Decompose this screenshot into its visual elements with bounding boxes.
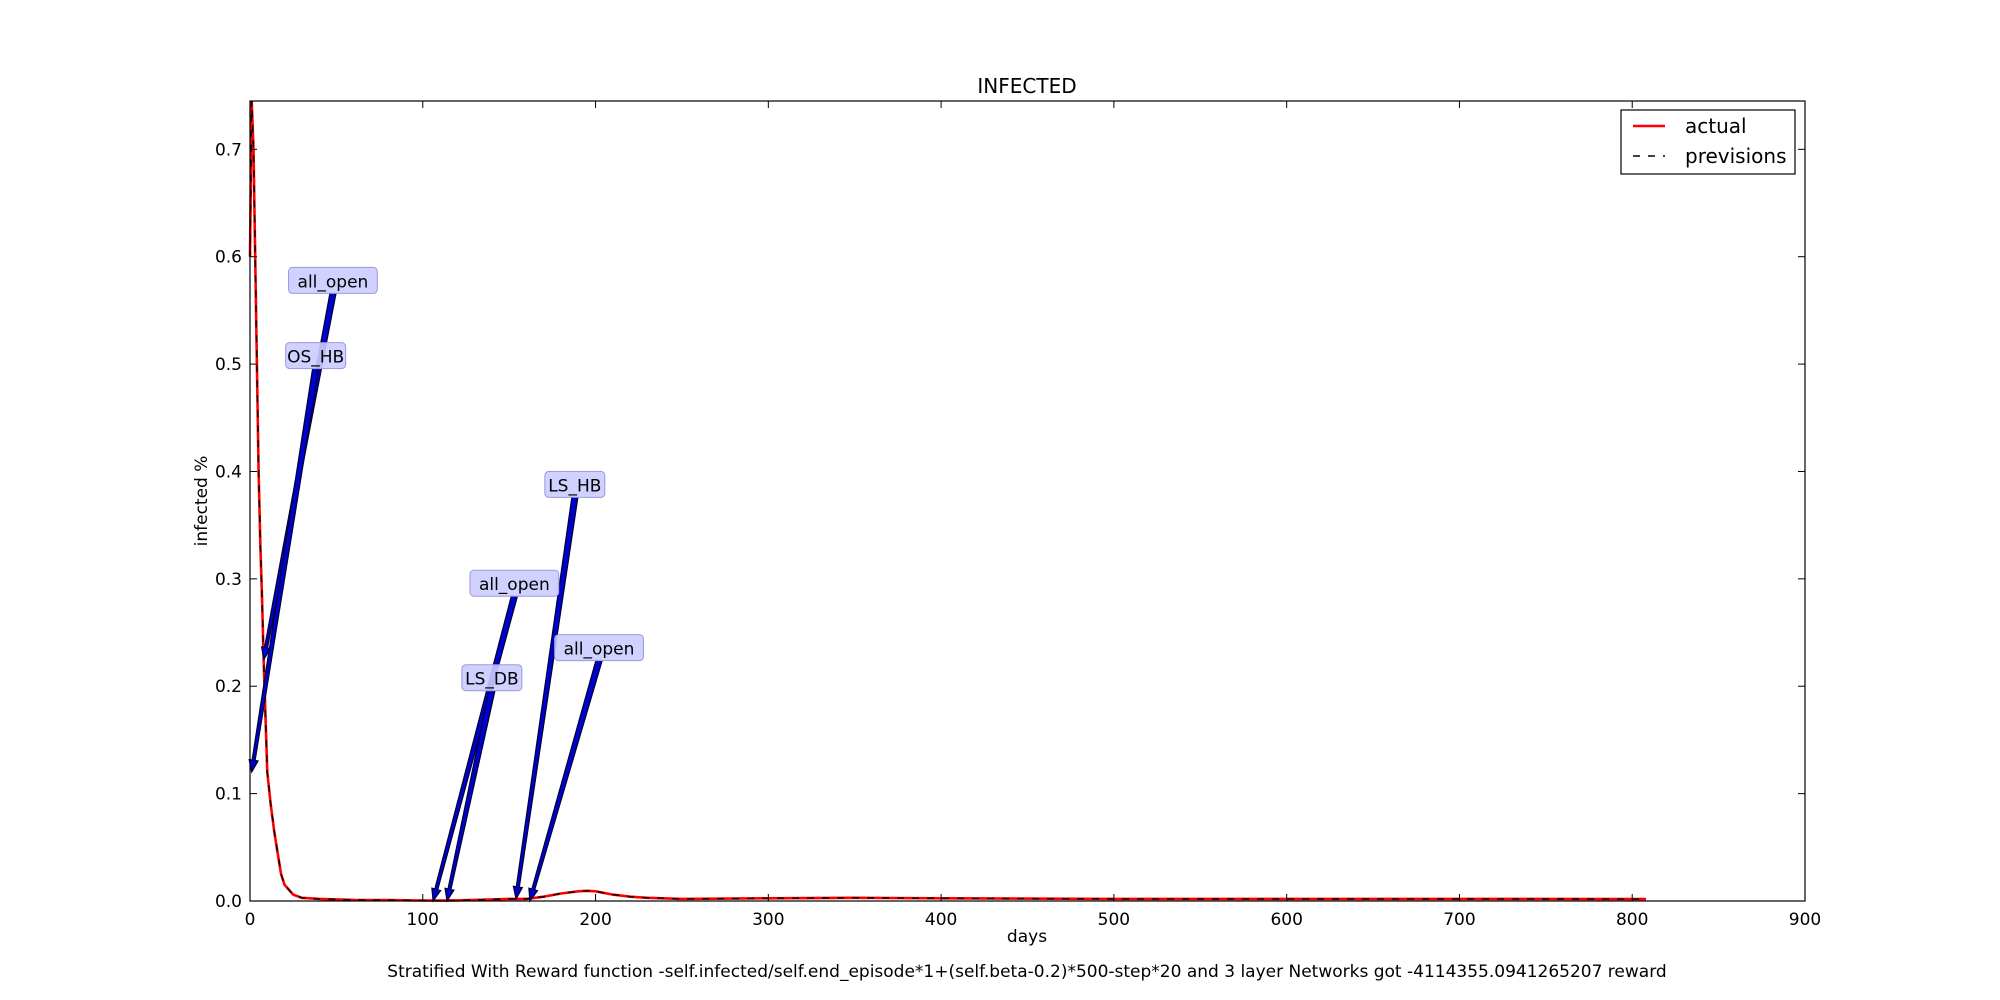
y-tick-label: 0.0 xyxy=(215,892,242,912)
y-tick-label: 0.4 xyxy=(215,462,242,482)
annotation-arrow xyxy=(512,496,579,901)
y-axis: 0.0 0.1 0.2 0.3 0.4 0.5 0.6 0.7 xyxy=(215,140,1805,912)
x-tick-label: 0 xyxy=(245,910,256,930)
annotation-box xyxy=(461,664,523,692)
y-tick-label: 0.6 xyxy=(215,248,242,268)
x-axis-label: days xyxy=(1007,927,1047,947)
legend-box xyxy=(1620,109,1796,175)
annotation-box xyxy=(469,569,560,597)
y-tick-label: 0.5 xyxy=(215,355,242,375)
y-axis-label: infected % xyxy=(192,456,212,547)
x-tick-label: 300 xyxy=(752,910,784,930)
y-tick-label: 0.1 xyxy=(215,785,242,805)
annotation-box xyxy=(544,470,606,498)
plot-area-frame xyxy=(249,100,1806,902)
annotation-label: OS_HB xyxy=(287,348,344,368)
x-tick-label: 900 xyxy=(1789,910,1821,930)
y-tick-label: 0.3 xyxy=(215,570,242,590)
y-tick-label: 0.7 xyxy=(215,140,242,160)
legend-label-actual: actual xyxy=(1685,114,1747,138)
x-tick-label: 400 xyxy=(925,910,957,930)
annotation-box xyxy=(288,266,378,294)
annotation-labels: all_open OS_HB LS_HB all_open all_open LS_DB xyxy=(285,266,644,692)
x-tick-label: 800 xyxy=(1616,910,1648,930)
annotation-label: all_open xyxy=(298,272,369,292)
annotation-arrow xyxy=(248,367,320,774)
x-tick-label: 200 xyxy=(579,910,611,930)
legend-label-previsions: previsions xyxy=(1685,144,1786,168)
legend: actual previsions xyxy=(1620,109,1796,175)
series-line-previsions xyxy=(249,100,1647,902)
x-axis: 0 100 200 300 400 500 600 700 800 900 xyxy=(245,101,1821,930)
annotation-label: all_open xyxy=(564,640,635,660)
annotation-label: LS_HB xyxy=(548,476,601,496)
x-tick-label: 600 xyxy=(1270,910,1302,930)
x-tick-label: 700 xyxy=(1443,910,1475,930)
annotation-arrow xyxy=(444,689,496,903)
y-tick-label: 0.2 xyxy=(215,677,242,697)
chart-title: INFECTED xyxy=(977,74,1076,98)
x-tick-label: 500 xyxy=(1098,910,1130,930)
x-tick-label: 100 xyxy=(407,910,439,930)
footer-caption: Stratified With Reward function -self.in… xyxy=(387,962,1666,982)
annotation-arrow xyxy=(528,659,603,903)
annotation-box xyxy=(285,342,347,370)
annotation-label: LS_DB xyxy=(465,670,519,690)
annotation-layer: all_open OS_HB LS_HB all_open all_open LS_DB xyxy=(248,266,644,903)
annotation-label: all_open xyxy=(479,575,550,595)
annotation-box xyxy=(554,634,644,662)
